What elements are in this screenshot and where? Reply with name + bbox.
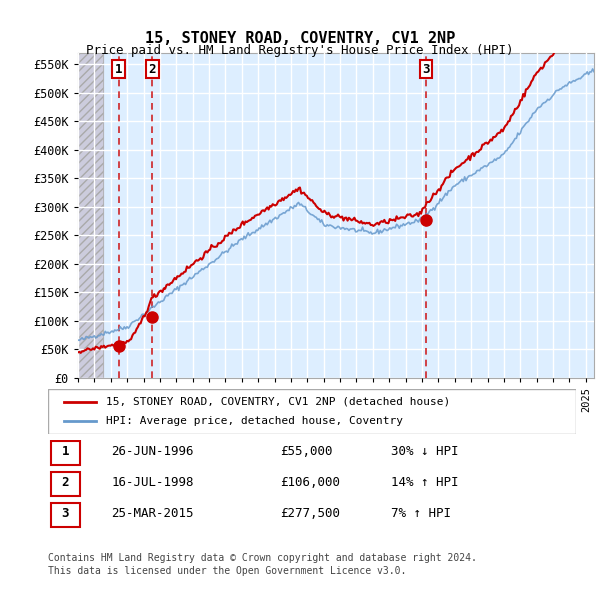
Text: 3: 3 [422, 63, 430, 76]
Text: 1: 1 [115, 63, 122, 76]
Text: 2: 2 [62, 476, 69, 490]
Text: 1: 1 [62, 445, 69, 458]
Text: 2: 2 [149, 63, 156, 76]
Text: 3: 3 [62, 507, 69, 520]
Text: 14% ↑ HPI: 14% ↑ HPI [391, 476, 459, 490]
Text: 16-JUL-1998: 16-JUL-1998 [112, 476, 194, 490]
FancyBboxPatch shape [50, 503, 80, 527]
Text: Contains HM Land Registry data © Crown copyright and database right 2024.: Contains HM Land Registry data © Crown c… [48, 553, 477, 562]
Text: 30% ↓ HPI: 30% ↓ HPI [391, 445, 459, 458]
Text: This data is licensed under the Open Government Licence v3.0.: This data is licensed under the Open Gov… [48, 566, 406, 575]
Bar [78, 53, 103, 378]
Text: £55,000: £55,000 [280, 445, 333, 458]
Bar [78, 53, 103, 378]
Text: £106,000: £106,000 [280, 476, 340, 490]
Text: 26-JUN-1996: 26-JUN-1996 [112, 445, 194, 458]
Text: 25-MAR-2015: 25-MAR-2015 [112, 507, 194, 520]
FancyBboxPatch shape [50, 441, 80, 466]
Text: £277,500: £277,500 [280, 507, 340, 520]
FancyBboxPatch shape [48, 389, 576, 434]
Text: Price paid vs. HM Land Registry's House Price Index (HPI): Price paid vs. HM Land Registry's House … [86, 44, 514, 57]
Text: 15, STONEY ROAD, COVENTRY, CV1 2NP (detached house): 15, STONEY ROAD, COVENTRY, CV1 2NP (deta… [106, 397, 451, 407]
FancyBboxPatch shape [50, 471, 80, 496]
Text: HPI: Average price, detached house, Coventry: HPI: Average price, detached house, Cove… [106, 417, 403, 426]
Text: 7% ↑ HPI: 7% ↑ HPI [391, 507, 451, 520]
Text: 15, STONEY ROAD, COVENTRY, CV1 2NP: 15, STONEY ROAD, COVENTRY, CV1 2NP [145, 31, 455, 46]
